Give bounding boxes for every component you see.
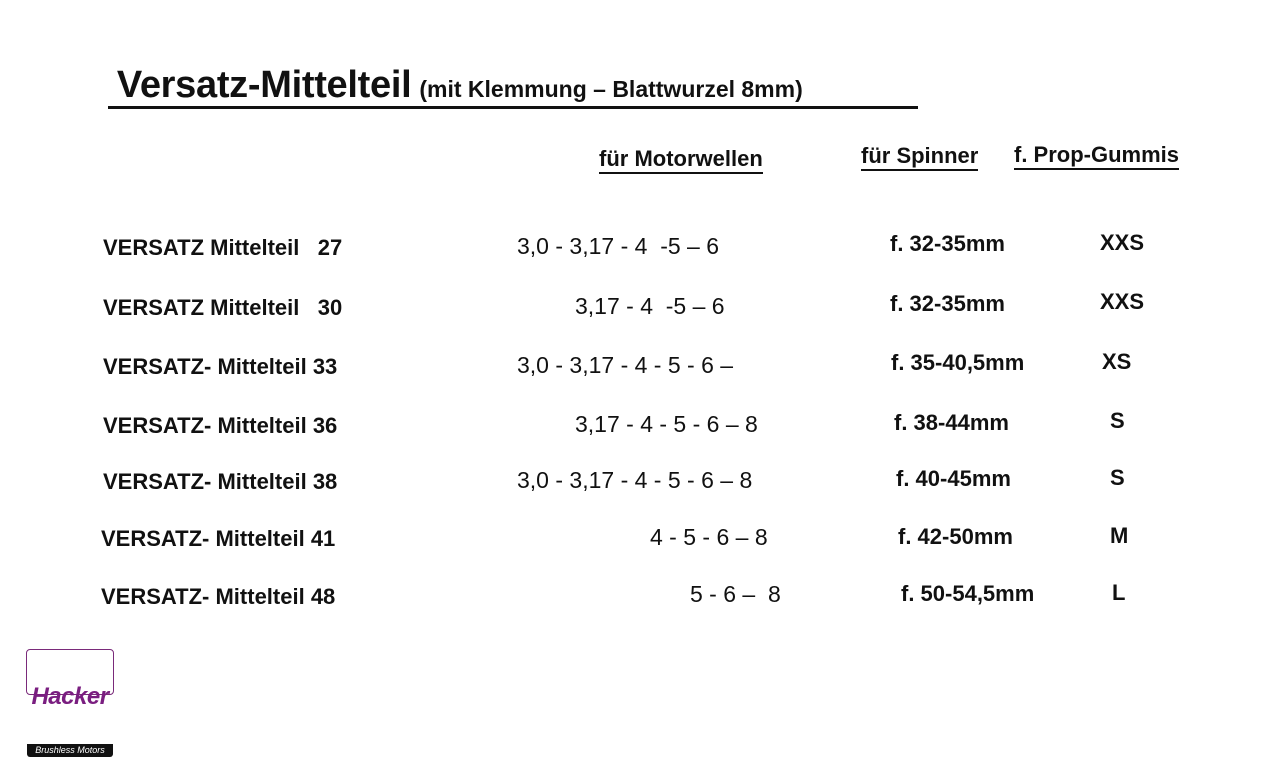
row-spinner: f. 42-50mm <box>898 524 1013 549</box>
row-name: VERSATZ- Mittelteil 33 <box>103 354 338 379</box>
row-spinner: f. 35-40,5mm <box>891 350 1025 375</box>
row-spinner: f. 32-35mm <box>890 291 1005 316</box>
row-name: VERSATZ- Mittelteil 41 <box>101 526 336 551</box>
row-shafts: 3,0 - 3,17 - 4 -5 – 6 <box>517 233 720 259</box>
hacker-logo: Hacker Brushless Motors <box>26 649 114 757</box>
row-gummis: XS <box>1102 349 1132 374</box>
row-gummis: XXS <box>1100 289 1145 314</box>
row-spinner: f. 32-35mm <box>890 231 1005 256</box>
row-shafts: 4 - 5 - 6 – 8 <box>650 524 768 550</box>
row-spinner: f. 50-54,5mm <box>901 581 1035 606</box>
row-gummis: L <box>1112 580 1126 605</box>
row-name: VERSATZ- Mittelteil 48 <box>101 584 336 609</box>
row-gummis: XXS <box>1100 230 1145 255</box>
row-shafts: 3,0 - 3,17 - 4 - 5 - 6 – 8 <box>517 467 753 493</box>
page-title: Versatz-Mittelteil (mit Klemmung – Blattw… <box>108 50 918 109</box>
row-shafts: 3,0 - 3,17 - 4 - 5 - 6 – <box>517 352 734 378</box>
row-gummis: S <box>1110 408 1125 433</box>
row-name: VERSATZ Mittelteil 30 <box>103 295 343 320</box>
row-name: VERSATZ- Mittelteil 38 <box>103 469 338 494</box>
row-shafts: 3,17 - 4 -5 – 6 <box>575 293 725 319</box>
title-sub: (mit Klemmung – Blattwurzel 8mm) <box>419 76 803 102</box>
row-shafts: 3,17 - 4 - 5 - 6 – 8 <box>575 411 758 437</box>
title-main: Versatz-Mittelteil <box>116 64 412 106</box>
row-name: VERSATZ Mittelteil 27 <box>103 235 343 260</box>
row-shafts: 5 - 6 – 8 <box>690 581 781 607</box>
header-gummis: f. Prop-Gummis <box>1014 144 1180 170</box>
logo-brand: Hacker <box>31 683 109 710</box>
row-spinner: f. 40-45mm <box>896 466 1011 491</box>
header-spinner: für Spinner <box>861 145 979 171</box>
row-spinner: f. 38-44mm <box>894 410 1009 435</box>
header-shafts: für Motorwellen <box>599 148 763 174</box>
row-name: VERSATZ- Mittelteil 36 <box>103 413 338 438</box>
row-gummis: S <box>1110 465 1125 490</box>
row-gummis: M <box>1110 523 1129 548</box>
logo-tagline: Brushless Motors <box>27 744 113 757</box>
